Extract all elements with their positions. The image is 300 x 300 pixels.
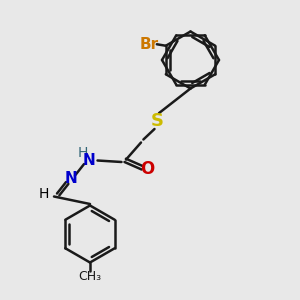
Text: Br: Br — [140, 37, 159, 52]
Text: N: N — [82, 153, 95, 168]
Text: CH₃: CH₃ — [78, 269, 102, 283]
Text: H: H — [38, 187, 49, 200]
Text: N: N — [64, 171, 77, 186]
Text: S: S — [151, 112, 164, 130]
Text: O: O — [140, 160, 154, 178]
Text: H: H — [78, 146, 88, 160]
